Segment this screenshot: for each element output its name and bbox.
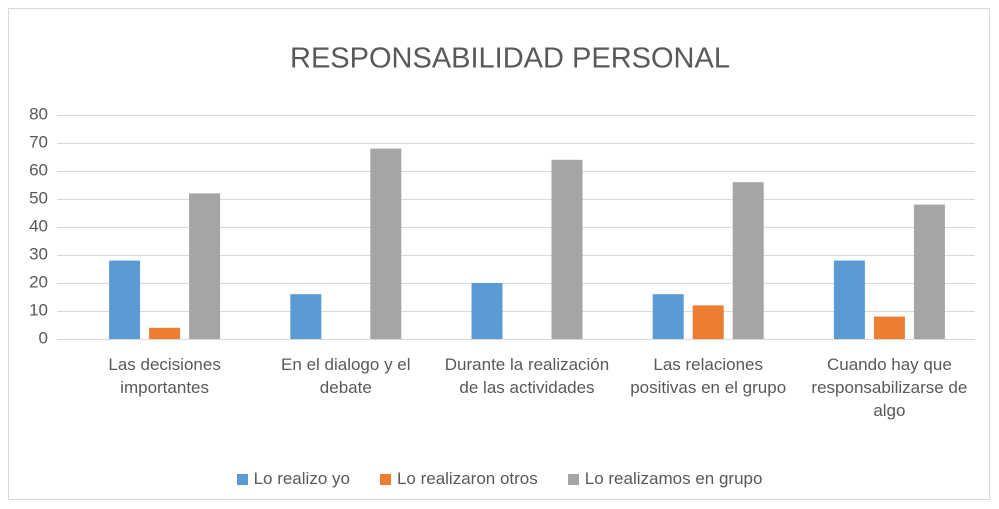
bar	[189, 193, 221, 339]
x-tick-label: Las relaciones positivas en el grupo	[630, 355, 787, 397]
legend: Lo realizo yo Lo realizaron otros Lo reali…	[0, 469, 999, 489]
y-tick-label: 0	[39, 328, 48, 347]
chart-border	[8, 8, 990, 500]
bar	[692, 305, 724, 339]
bar	[109, 260, 141, 339]
bar	[732, 182, 764, 339]
x-tick-label: Durante la realización de las actividade…	[444, 355, 610, 397]
y-tick-label: 10	[29, 300, 48, 319]
legend-label: Lo realizo yo	[253, 469, 350, 488]
legend-item: Lo realizamos en grupo	[567, 469, 763, 489]
y-tick-label: 30	[29, 244, 48, 263]
bar	[471, 283, 503, 339]
legend-swatch	[567, 473, 579, 485]
legend-swatch	[379, 473, 391, 485]
bar	[149, 327, 181, 339]
y-tick-label: 40	[29, 216, 48, 235]
legend-item: Lo realizo yo	[236, 469, 350, 489]
y-tick-label: 60	[29, 160, 48, 179]
bar	[652, 294, 684, 339]
chart-title: RESPONSABILIDAD PERSONAL	[290, 43, 730, 75]
bar	[873, 316, 905, 339]
x-tick-label: En el dialogo y el debate	[281, 355, 411, 397]
y-tick-label: 70	[29, 132, 48, 151]
x-tick-label: Las decisiones importantes	[108, 355, 221, 397]
bar	[370, 148, 402, 339]
bar	[913, 204, 945, 339]
bar	[551, 159, 583, 339]
legend-label: Lo realizaron otros	[396, 469, 538, 488]
legend-label: Lo realizamos en grupo	[584, 469, 763, 488]
legend-swatch	[236, 473, 248, 485]
x-tick-label: Cuando hay que responsabilizarse de algo	[811, 355, 968, 420]
y-tick-label: 80	[29, 104, 48, 123]
y-tick-label: 20	[29, 272, 48, 291]
bar	[290, 294, 322, 339]
legend-item: Lo realizaron otros	[379, 469, 538, 489]
bar	[833, 260, 865, 339]
y-tick-label: 50	[29, 188, 48, 207]
